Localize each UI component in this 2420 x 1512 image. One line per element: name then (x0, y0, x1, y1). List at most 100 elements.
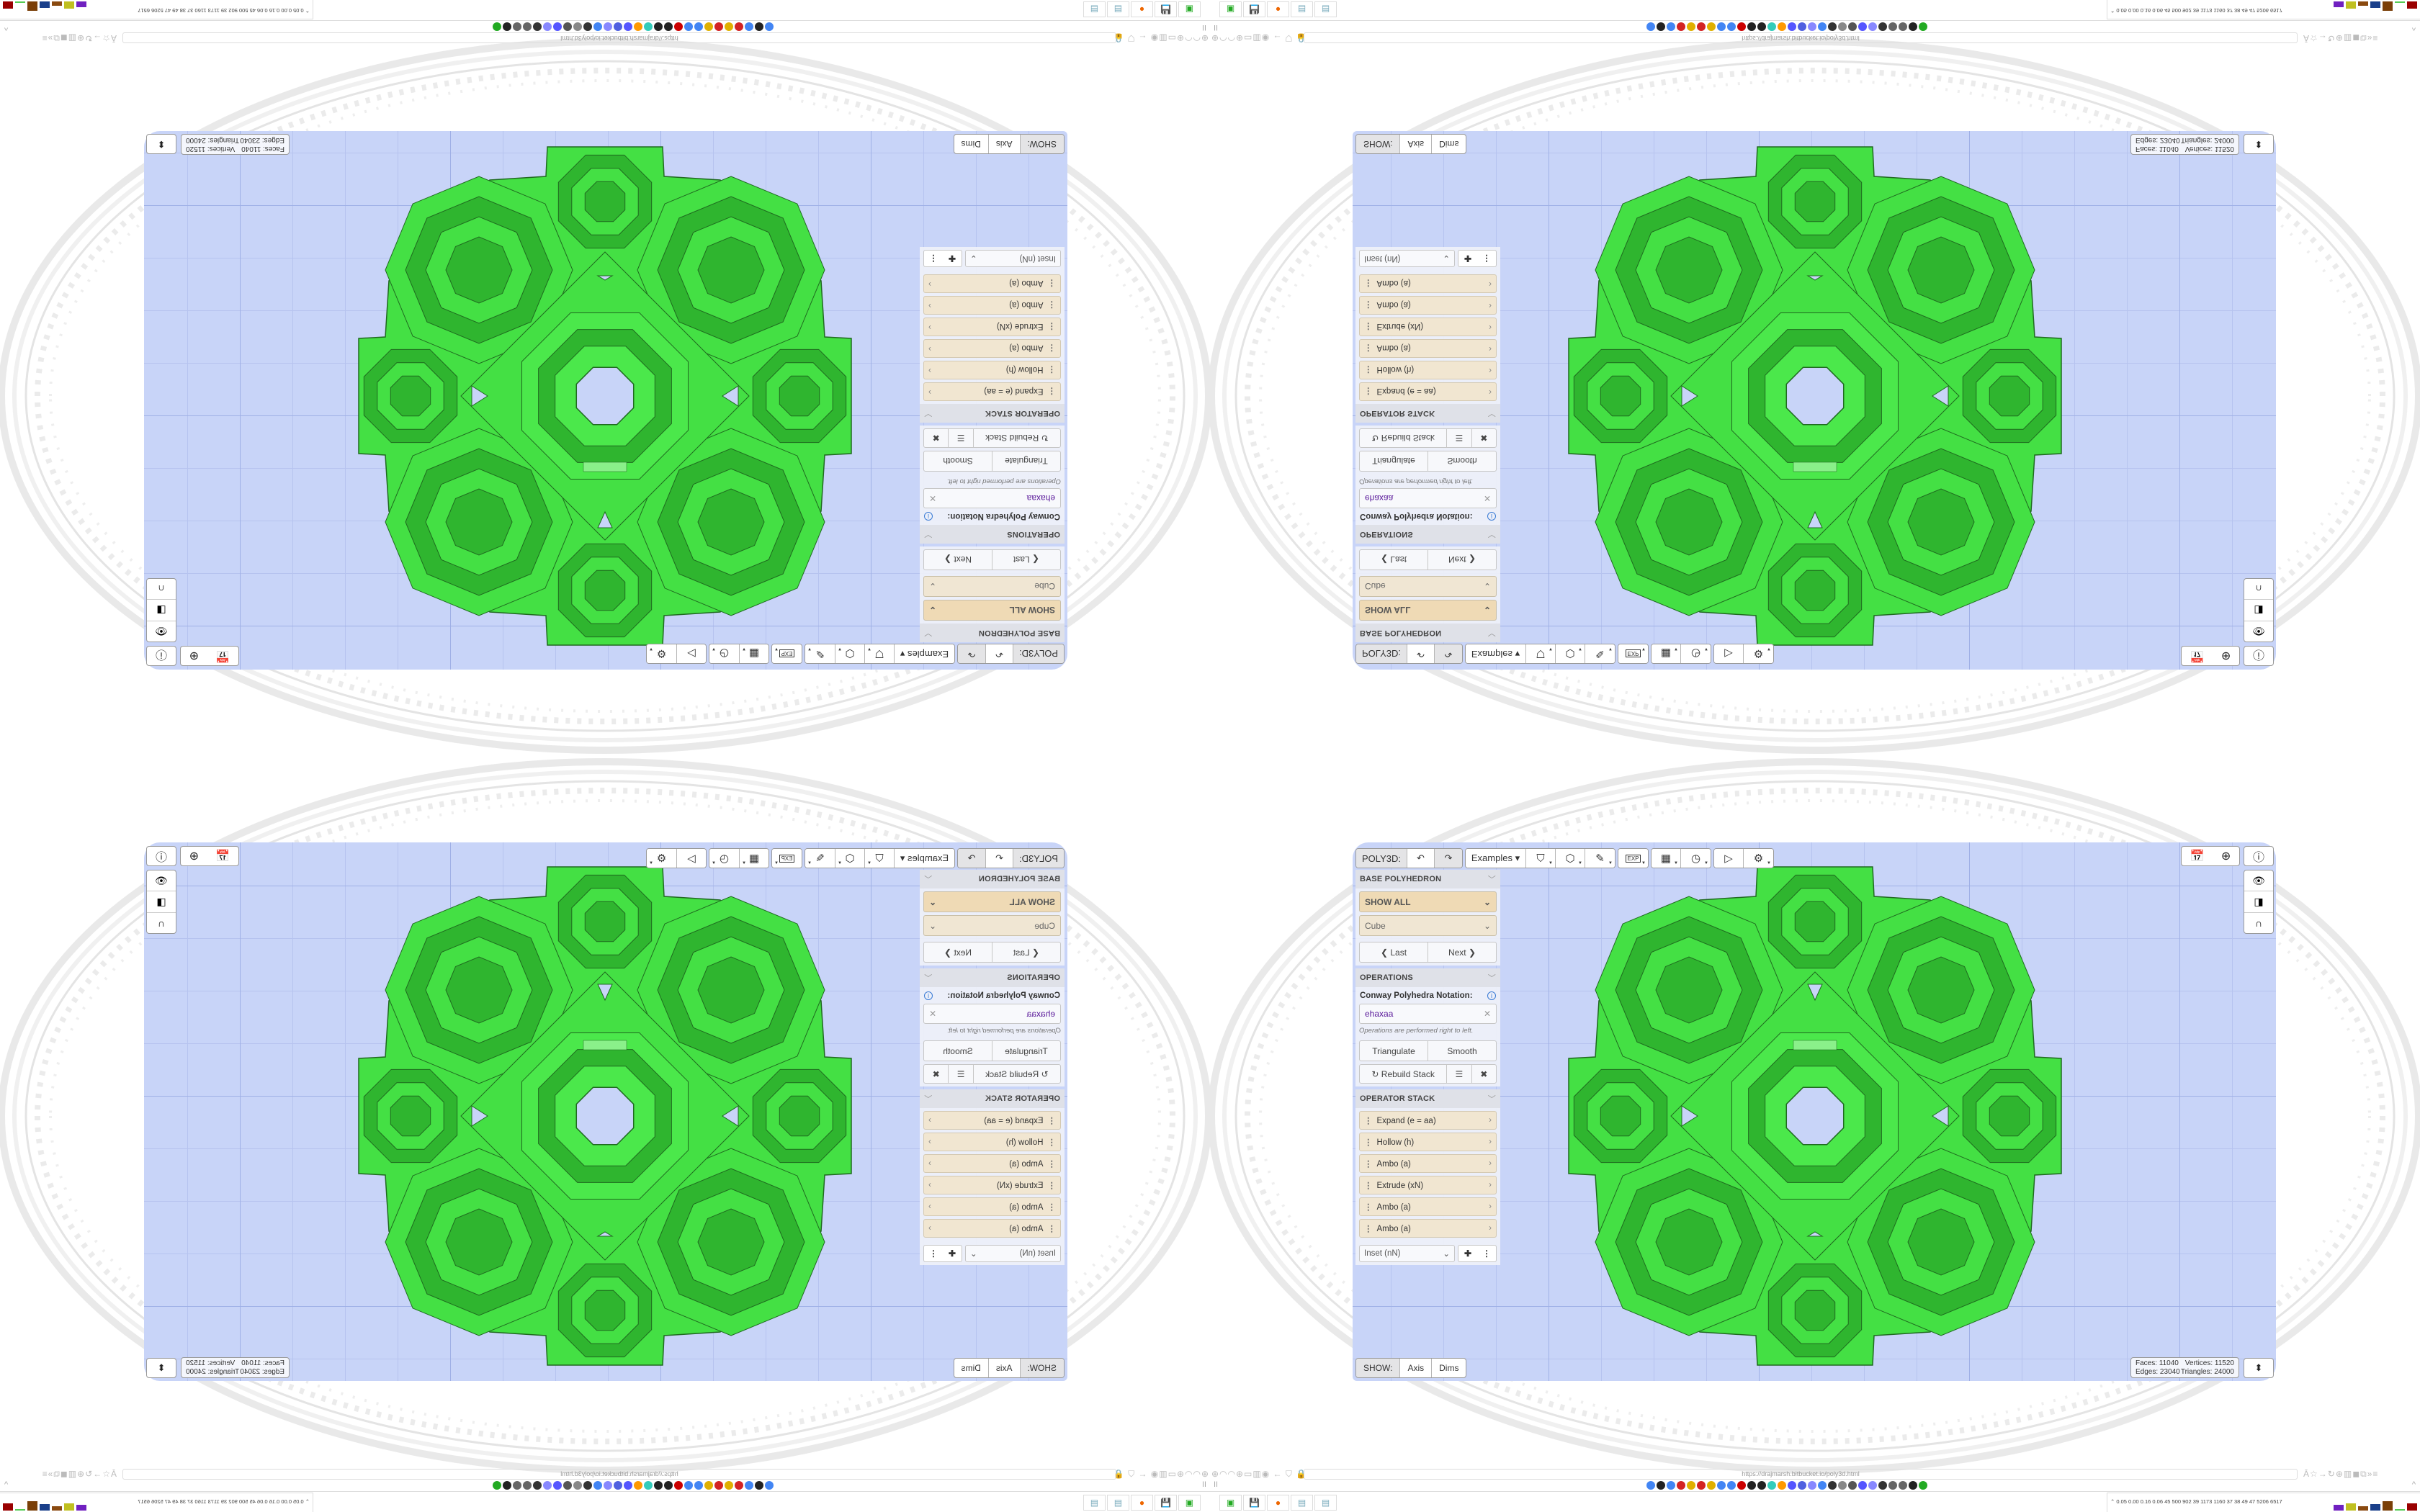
drag-handle-icon[interactable]: ⋮ (1047, 1225, 1057, 1233)
axis-toggle[interactable]: Axis (1400, 1359, 1433, 1377)
drag-handle-icon[interactable]: ⋮ (1364, 1203, 1373, 1212)
chart-bookmark-icon[interactable] (604, 22, 612, 31)
drag-handle-icon[interactable]: ⋮ (1047, 322, 1057, 330)
drag-handle-icon[interactable]: ⋮ (1364, 322, 1373, 330)
google-bookmark-icon[interactable] (593, 1481, 602, 1490)
list-icon[interactable]: ☰ (1447, 1065, 1472, 1083)
3d-viewport[interactable] (144, 131, 1067, 670)
operator-stack-item[interactable]: ⋮Expand (e = aa) › (923, 382, 1061, 401)
google-bookmark-icon[interactable] (684, 22, 693, 31)
chevron-right-icon[interactable]: › (928, 1116, 931, 1125)
poly3d-brand-button[interactable]: POLY3D: (1356, 849, 1407, 868)
operator-stack-item[interactable]: ⋮Ambo (a) › (923, 296, 1061, 315)
filter-select[interactable]: SHOW ALL ⌄ (1359, 600, 1497, 621)
wikipedia-bookmark-icon[interactable] (1909, 1481, 1917, 1490)
drag-handle-icon[interactable]: ⋮ (1047, 279, 1057, 287)
redo-icon[interactable]: ↷ (958, 644, 985, 663)
triangulate-button[interactable]: Triangulate (992, 1041, 1060, 1061)
operator-stack-item[interactable]: ⋮Hollow (h) › (923, 1133, 1061, 1151)
shape-select[interactable]: Cube ⌄ (1359, 915, 1497, 936)
eye-icon[interactable]: 👁 (147, 870, 176, 892)
toggle-icon[interactable]: ◨ (2244, 891, 2273, 913)
notepad-icon[interactable]: ▤ (1314, 1, 1337, 17)
graph-bookmark-icon[interactable] (1919, 22, 1927, 31)
wikipedia-bookmark-icon[interactable] (654, 22, 663, 31)
list-icon[interactable]: ☰ (1447, 429, 1472, 447)
operator-stack-item[interactable]: ⋮Extrude (xN) › (1359, 1176, 1497, 1194)
globe-icon[interactable]: ⊕ (189, 850, 200, 863)
image-bookmark-icon[interactable] (725, 22, 733, 31)
last-button[interactable]: ❮ Last (992, 550, 1060, 570)
google-bookmark-icon[interactable] (1667, 22, 1675, 31)
chevron-right-icon[interactable]: › (1489, 1159, 1492, 1168)
firefox-icon[interactable]: ● (1267, 1495, 1289, 1511)
triangulate-button[interactable]: Triangulate (1360, 451, 1428, 471)
info-icon[interactable]: i (1487, 991, 1496, 1000)
export-icon[interactable]: EXP ▼ (1618, 849, 1648, 868)
more-vertical-icon[interactable]: ⋮ (1482, 1248, 1491, 1259)
operator-stack-item[interactable]: ⋮Expand (e = aa) › (1359, 382, 1497, 401)
operations-header[interactable]: OPERATIONS ﹀ (920, 968, 1065, 987)
operator-stack-item[interactable]: ⋮Ambo (a) › (1359, 274, 1497, 293)
chevron-right-icon[interactable]: › (928, 301, 931, 310)
browser-extension-icons[interactable]: Ā☆→↻⊕▥◼⧉»≡ (2303, 33, 2379, 43)
url-bar[interactable]: https://drajmarsh.bitbucket.io/poly3d.ht… (122, 1469, 1116, 1480)
rebuild-stack-button[interactable]: ↻ Rebuild Stack (972, 1065, 1060, 1083)
next-button[interactable]: Next ❯ (944, 554, 972, 565)
wikipedia-bookmark-icon[interactable] (1657, 22, 1665, 31)
pocket-bookmark-icon[interactable] (1858, 22, 1867, 31)
creative-commons-bookmark-icon[interactable] (1767, 22, 1776, 31)
chevron-right-icon[interactable]: › (1489, 301, 1492, 310)
yelp-bookmark-icon[interactable] (714, 22, 723, 31)
3d-viewport[interactable] (1353, 131, 2276, 670)
export-icon[interactable]: EXP ▼ (1618, 644, 1648, 663)
operator-stack-item[interactable]: ⋮Ambo (a) › (923, 1197, 1061, 1216)
notepad-icon[interactable]: ▤ (1083, 1, 1106, 17)
operator-stack-item[interactable]: ⋮Extrude (xN) › (923, 318, 1061, 336)
play-icon[interactable]: ▷ (1714, 644, 1744, 663)
wikipedia-bookmark-icon[interactable] (1747, 22, 1756, 31)
settings-bookmark-icon[interactable] (674, 22, 683, 31)
magnet-icon[interactable]: ∩ (2254, 917, 2263, 929)
google-bookmark-icon[interactable] (684, 1481, 693, 1490)
next-button[interactable]: Next ❯ (1448, 947, 1476, 958)
browser-nav-icons[interactable]: ⊕◠◠⊕▭▥◉ ← ⛉ 🔒 (1112, 33, 1209, 43)
google-bookmark-icon[interactable] (1667, 1481, 1675, 1490)
filter-select[interactable]: SHOW ALL ⌄ (1359, 891, 1497, 912)
cloud-bookmark-icon[interactable] (1778, 1481, 1786, 1490)
image-bookmark-icon[interactable] (725, 1481, 733, 1490)
cloud-bookmark-icon[interactable] (634, 1481, 642, 1490)
triangulate-button[interactable]: Triangulate (992, 451, 1060, 471)
toggle-icon[interactable]: ◨ (2244, 599, 2273, 621)
operator-stack-item[interactable]: ⋮Ambo (a) › (1359, 1219, 1497, 1238)
firefox-icon[interactable]: ● (1131, 1, 1153, 17)
yelp-bookmark-icon[interactable] (1677, 22, 1685, 31)
network-manager-icon[interactable]: ▣ (1178, 1, 1201, 17)
examples-dropdown[interactable]: Examples ▾ (894, 644, 954, 663)
chevron-right-icon[interactable]: › (928, 387, 931, 396)
more-vertical-icon[interactable]: ⋮ (929, 253, 938, 264)
browser-nav-icons[interactable]: ⊕◠◠⊕▭▥◉ ← ⛉ 🔒 (1112, 1469, 1209, 1479)
chevron-right-icon[interactable]: › (1489, 323, 1492, 331)
google-bookmark-icon[interactable] (1818, 1481, 1827, 1490)
polyhedron-model[interactable] (1353, 131, 2276, 670)
calendar-grid-icon[interactable]: ▦ ▼ (1652, 644, 1681, 663)
notation-input[interactable]: ehaxaa ✕ (923, 1004, 1061, 1024)
drag-handle-icon[interactable]: ⋮ (1047, 1182, 1057, 1190)
rat-bookmark-icon[interactable] (1888, 22, 1897, 31)
pause-icon[interactable]: II (1201, 23, 1206, 32)
toggle-icon[interactable]: ◨ (147, 891, 176, 913)
chevron-right-icon[interactable]: › (928, 1159, 931, 1168)
globe-icon[interactable]: ⊕ (2220, 850, 2231, 863)
browser-extension-icons[interactable]: Ā☆→↻⊕▥◼⧉»≡ (41, 33, 117, 43)
operator-stack-item[interactable]: ⋮Hollow (h) › (1359, 361, 1497, 379)
settings-bookmark-icon[interactable] (1737, 22, 1746, 31)
last-button[interactable]: ❮ Last (1360, 550, 1428, 570)
square-bookmark-icon[interactable] (563, 22, 572, 31)
yelp-bookmark-icon[interactable] (1697, 1481, 1706, 1490)
play-icon[interactable]: ▷ (1714, 849, 1744, 868)
drag-handle-icon[interactable]: ⋮ (1047, 300, 1057, 309)
base-polyhedron-header[interactable]: BASE POLYHEDRON ﹀ (1355, 624, 1500, 642)
eye-icon[interactable]: 👁 (2244, 870, 2273, 892)
operations-header[interactable]: OPERATIONS ﹀ (920, 525, 1065, 544)
